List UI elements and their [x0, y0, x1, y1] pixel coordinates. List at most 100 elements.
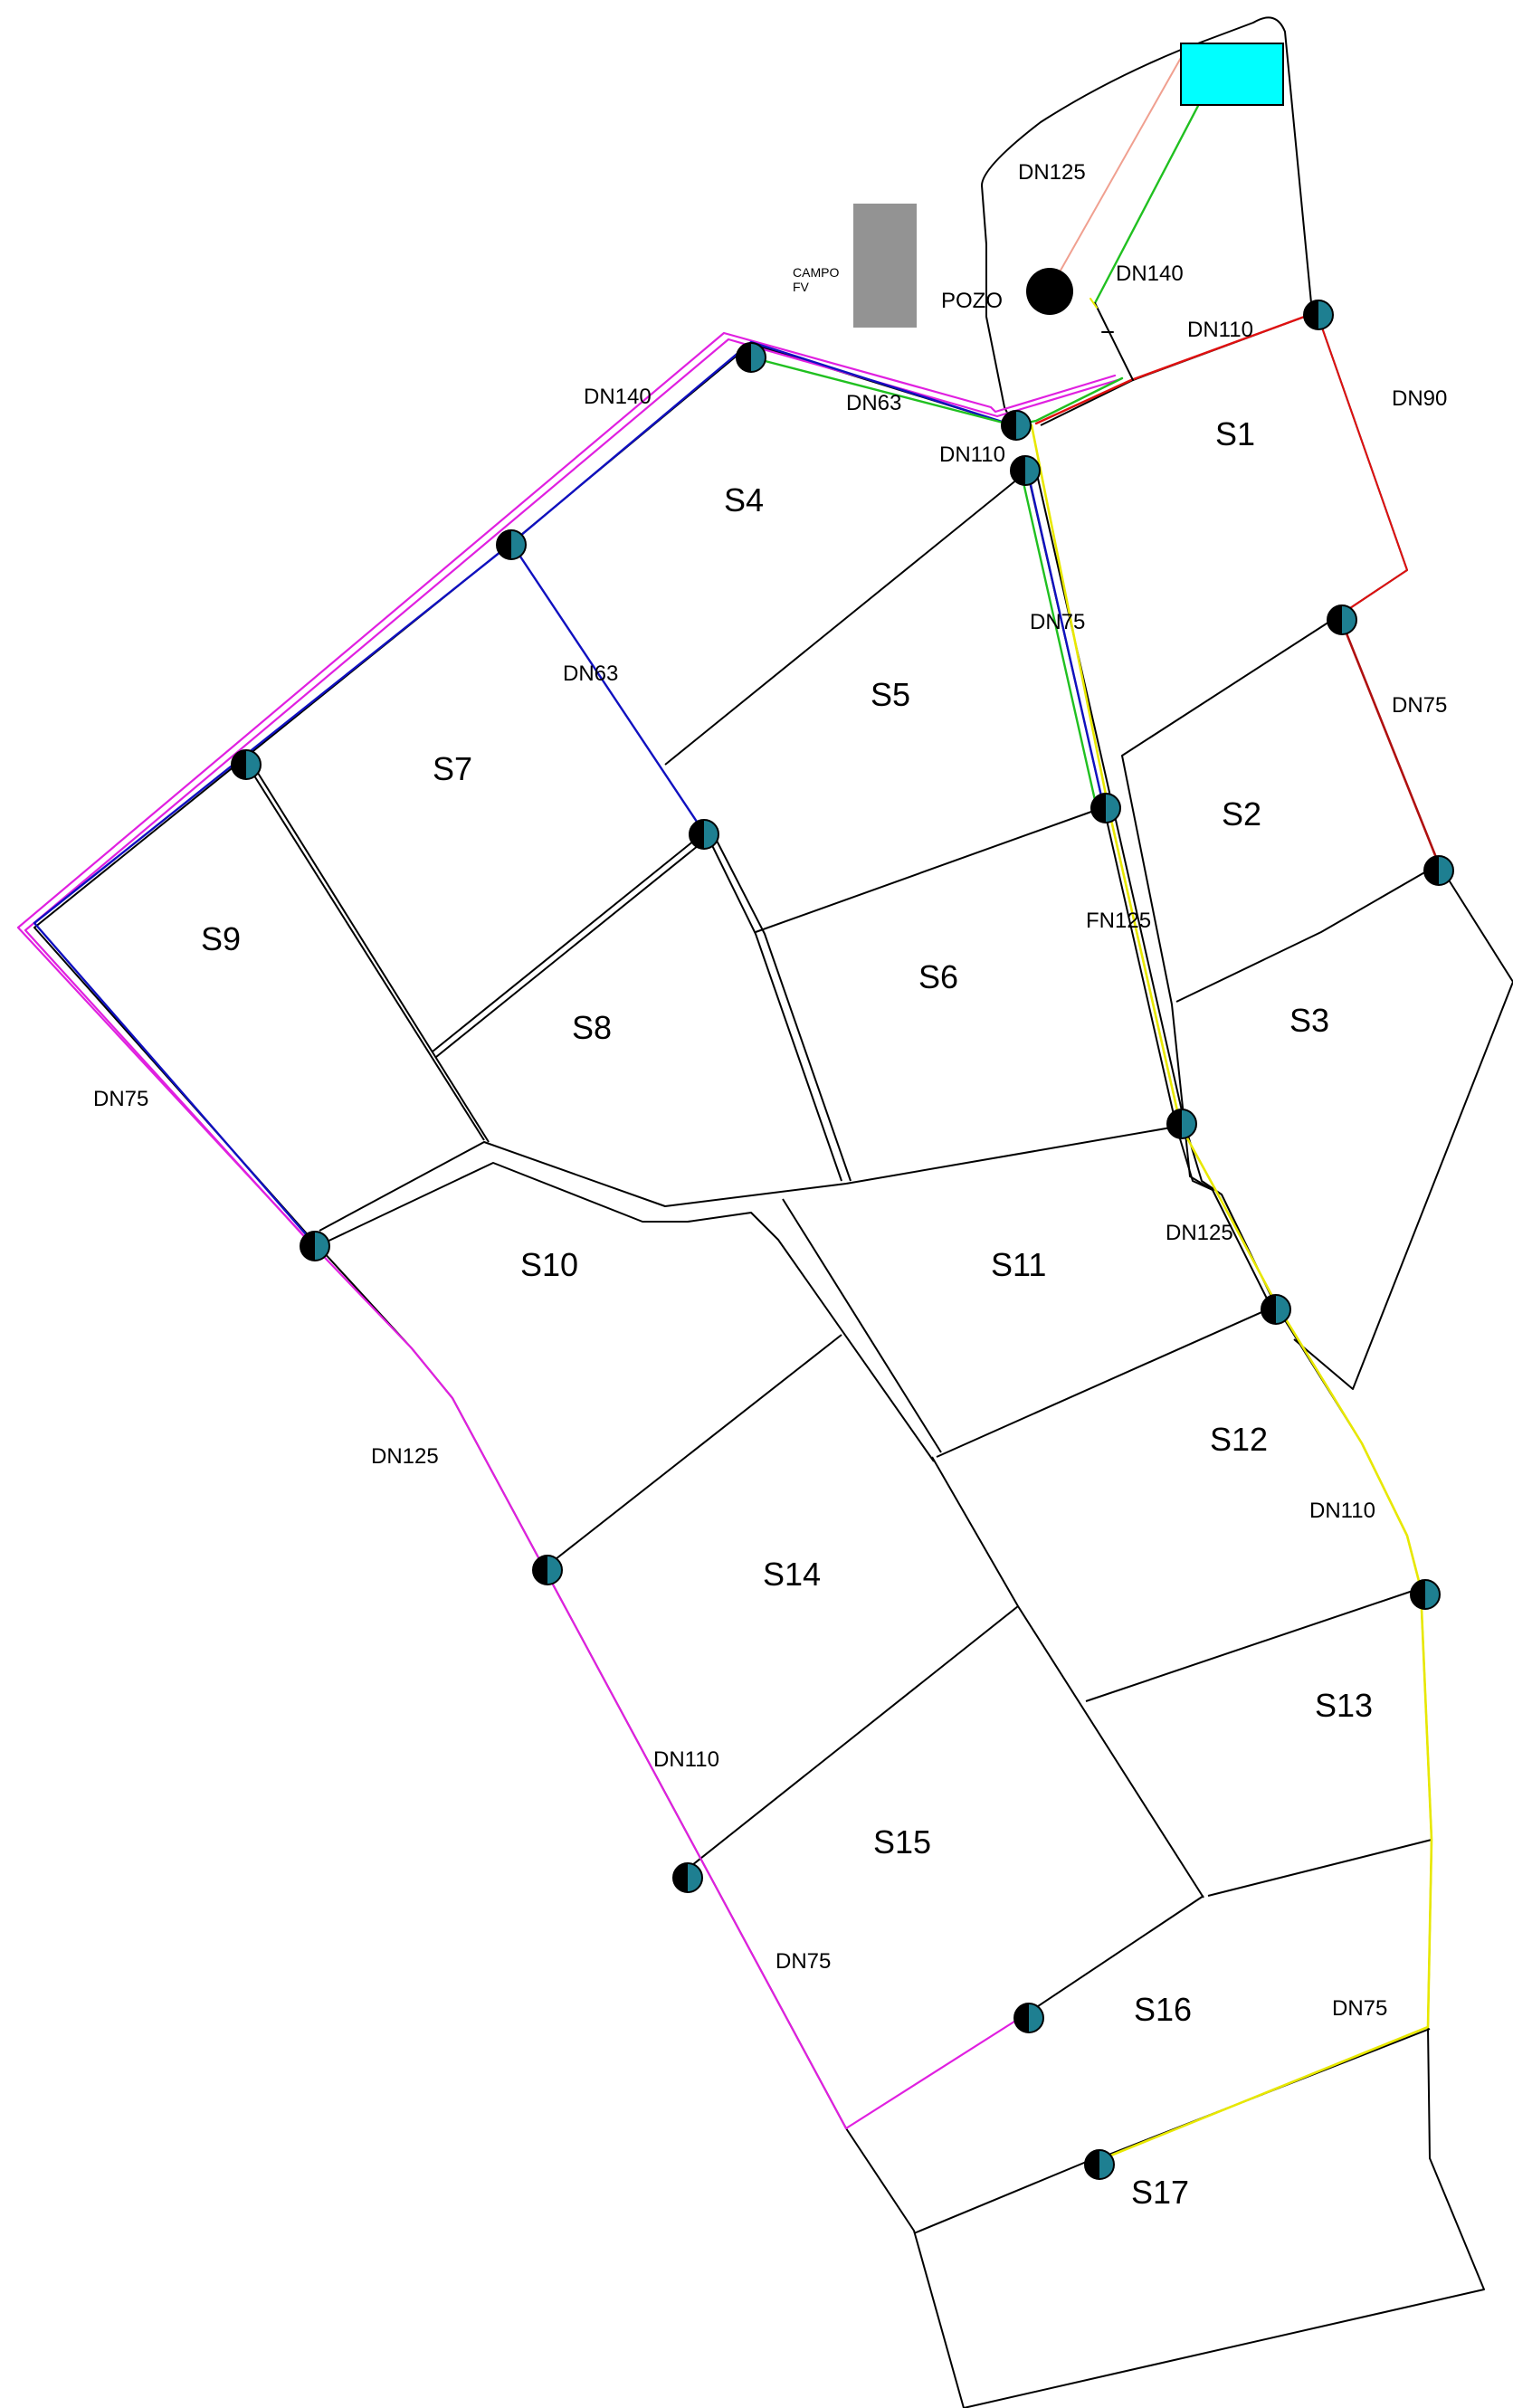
- s3-east-boundary: [1293, 863, 1513, 1390]
- campo-fv-panel: [853, 204, 917, 328]
- pipe-label: DN140: [584, 385, 652, 409]
- pipe-label: DN75: [1392, 693, 1447, 718]
- magenta-pipe-outer-2: [24, 338, 1119, 1245]
- east-south-boundary: [963, 1305, 1485, 2408]
- s6-s8-divider-2: [714, 836, 852, 1182]
- yellow-stub: [1090, 298, 1098, 309]
- pipe-label: DN75: [1332, 1996, 1387, 2021]
- green-pipe-dn75: [1019, 469, 1099, 810]
- well-connector: [1094, 302, 1134, 381]
- sector-label: S9: [201, 920, 241, 957]
- pipe-network: [16, 49, 1441, 2162]
- pipe-label: DN90: [1392, 386, 1447, 411]
- road-north-edge: [319, 1141, 847, 1232]
- hydrant-icon: [1303, 300, 1334, 330]
- s4-s5-divider: [664, 474, 1023, 766]
- sector-label: S17: [1131, 2174, 1189, 2211]
- sector-label: S16: [1134, 1991, 1192, 2028]
- facilities: [853, 43, 1284, 328]
- pozo-label: POZO: [941, 289, 1003, 313]
- sector-label: S11: [991, 1246, 1046, 1283]
- hydrant-icon: [1410, 1579, 1441, 1610]
- central-long-divider: [931, 1456, 1204, 1899]
- pozo-icon: [1026, 268, 1073, 315]
- yellow-trunk-pipe: [1030, 424, 1433, 2162]
- hydrant-icon: [532, 1555, 563, 1585]
- sector-label: S15: [873, 1823, 931, 1861]
- hydrant-icon: [231, 749, 262, 780]
- blue-pipe-west: [33, 340, 1015, 1243]
- plot-boundaries: [33, 16, 1513, 2408]
- red-pipe-dn90: [1316, 311, 1408, 616]
- sector-label: S4: [724, 481, 764, 519]
- sector-label: S8: [572, 1009, 612, 1046]
- s13-s16-divider: [1207, 1839, 1432, 1897]
- hydrant-icon: [689, 819, 719, 850]
- s5-s6-divider: [755, 806, 1105, 933]
- hydrant-icon: [736, 342, 766, 373]
- sector-label: S6: [918, 958, 958, 995]
- hydrant-icon: [1013, 2003, 1044, 2033]
- sector-label: S1: [1215, 415, 1255, 452]
- s6-s8-divider: [705, 832, 842, 1182]
- s2-s3-divider: [1175, 863, 1440, 1003]
- hydrant-icon: [1010, 455, 1041, 486]
- pipe-label: DN110: [1309, 1499, 1375, 1523]
- sector-label: S10: [520, 1246, 578, 1283]
- pipe-label: DN125: [1018, 160, 1086, 185]
- sector-label: S14: [763, 1556, 821, 1593]
- s2-west-boundary: [1121, 614, 1340, 1191]
- pipe-label: DN140: [1116, 262, 1184, 286]
- hydrants: [231, 300, 1454, 2180]
- s15-s16-divider: [1026, 1895, 1204, 2014]
- pipe-label: DN63: [846, 391, 901, 415]
- trunk-corridor-east: [1035, 470, 1277, 1307]
- s10-s14-divider: [547, 1334, 842, 1566]
- hydrant-icon: [1090, 793, 1121, 823]
- road-south-edge: [320, 1162, 935, 1462]
- blue-pipe-trunk: [1025, 467, 1106, 810]
- s9-s7-divider-2: [251, 762, 490, 1143]
- road-east-edge: [782, 1198, 942, 1453]
- magenta-pipe-outer: [16, 331, 1117, 2130]
- s17-north-divider: [913, 2157, 1096, 2234]
- sector-label: S12: [1210, 1421, 1268, 1458]
- s7-s8-divider: [432, 832, 705, 1052]
- pipe-label: DN63: [563, 661, 618, 686]
- campo-label-line2: FV: [793, 280, 810, 294]
- north-enclosure-boundary: [981, 16, 1313, 426]
- pipe-label: DN75: [93, 1087, 148, 1111]
- hydrant-icon: [300, 1231, 330, 1261]
- s6-s11-divider: [845, 1126, 1177, 1185]
- pipe-label: DN110: [939, 443, 1005, 467]
- sector-labels: S1 S2 S3 S4 S5 S6 S7 S8 S9 S10 S11 S12 S…: [201, 415, 1373, 2211]
- red-pipe-dn75: [1337, 614, 1441, 866]
- pipe-label: DN110: [653, 1747, 719, 1772]
- sector-label: S2: [1222, 795, 1261, 833]
- pipe-label: DN110: [1187, 318, 1253, 342]
- s12-s13-divider: [1085, 1587, 1422, 1702]
- salmon-pipe-dn125: [1049, 49, 1186, 290]
- hydrant-icon: [1261, 1294, 1291, 1325]
- campo-label-line1: CAMPO: [793, 265, 839, 280]
- pipe-diameter-labels: DN125 DN140 DN110 DN90 DN140 DN63 DN110 …: [93, 160, 1447, 2021]
- sector-label: S7: [433, 750, 472, 787]
- sector-label: S13: [1315, 1687, 1373, 1724]
- green-pipe-tank: [1093, 102, 1201, 305]
- hydrant-icon: [1423, 855, 1454, 886]
- pipe-label: DN125: [1166, 1221, 1233, 1245]
- hydrant-icon: [496, 529, 527, 560]
- facility-labels: CAMPO FV POZO: [793, 265, 1003, 313]
- s9-s7-divider: [245, 762, 485, 1141]
- pipe-label: DN75: [1030, 610, 1085, 634]
- s7-s8-divider-2: [435, 837, 709, 1058]
- tank-cyan: [1180, 43, 1284, 106]
- hydrant-icon: [1327, 604, 1357, 635]
- sector-label: S3: [1289, 1002, 1329, 1039]
- west-outer-boundary: [33, 343, 1014, 1241]
- hydrant-icon: [1166, 1109, 1197, 1139]
- south-west-boundary: [311, 1239, 965, 2408]
- hydrant-icon: [1084, 2149, 1115, 2180]
- sector-label: S5: [871, 676, 910, 713]
